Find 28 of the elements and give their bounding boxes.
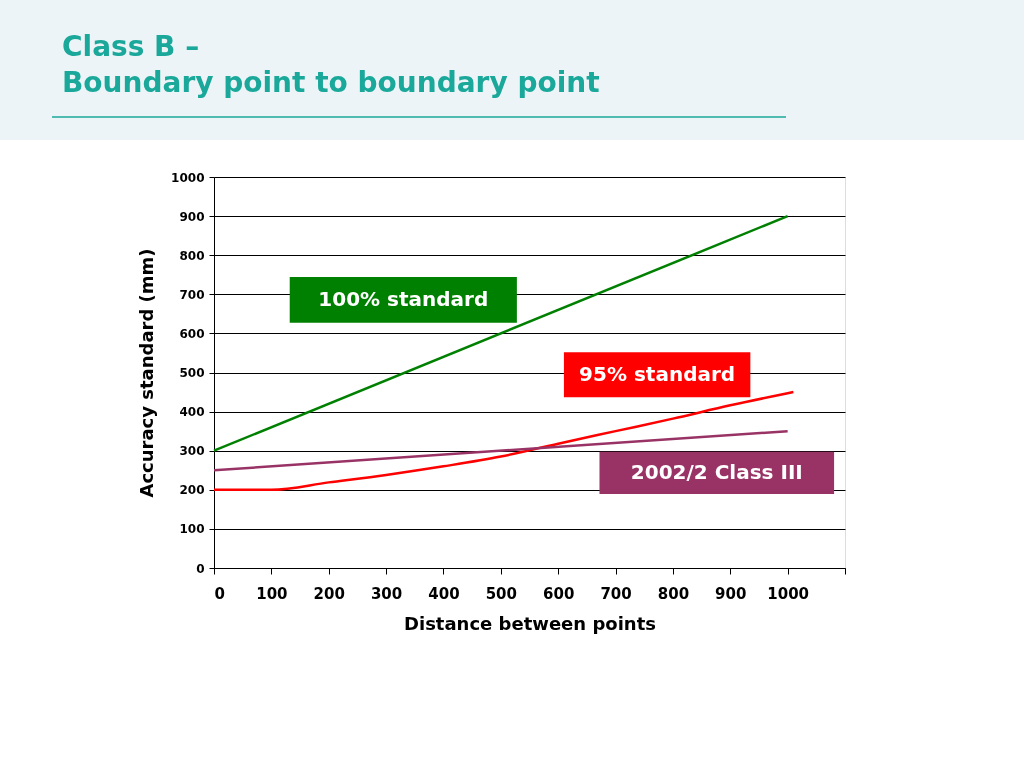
y-tick-label: 600 [179, 326, 205, 341]
y-tick-label: 700 [179, 287, 205, 302]
x-tick-label: 800 [657, 584, 690, 603]
x-tick-label: 100 [256, 584, 288, 603]
y-tick-label: 800 [179, 248, 205, 263]
x-tick-label: 300 [370, 584, 403, 603]
y-tick-label: 200 [179, 483, 205, 498]
x-tick-label: 0 [214, 584, 225, 603]
x-tick-label: 500 [485, 584, 517, 603]
series-label: 95% standard [579, 361, 736, 386]
y-tick-label: 300 [179, 444, 205, 459]
y-tick-label: 1000 [171, 170, 205, 185]
y-tick-label: 500 [179, 366, 205, 380]
y-tick-label: 900 [179, 209, 205, 224]
x-axis-title: Distance between points [404, 612, 656, 634]
chart-title: Class B – Boundary point to boundary point [62, 30, 600, 99]
y-tick-label: 400 [179, 405, 205, 420]
y-tick-label: 0 [196, 561, 205, 576]
y-axis-title: Accuracy standard (mm) [136, 248, 158, 498]
x-tick-label: 600 [543, 584, 575, 603]
x-tick-label: 900 [715, 584, 747, 603]
x-tick-label: 200 [313, 584, 345, 603]
x-tick-label: 700 [600, 584, 632, 603]
series-label: 100% standard [318, 286, 489, 311]
x-tick-label: 1000 [767, 584, 810, 603]
y-tick-label: 100 [179, 522, 205, 537]
x-tick-label: 400 [428, 584, 460, 603]
series-label: 2002/2 Class III [630, 459, 803, 484]
